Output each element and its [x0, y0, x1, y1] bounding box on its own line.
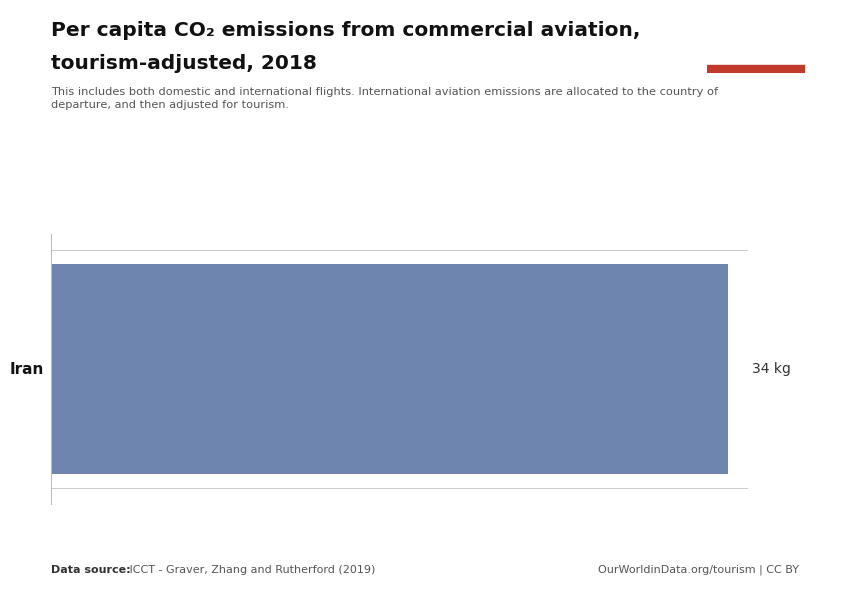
- Text: Iran: Iran: [9, 361, 44, 377]
- Text: This includes both domestic and international flights. International aviation em: This includes both domestic and internat…: [51, 87, 718, 110]
- Text: Our World: Our World: [724, 22, 788, 32]
- Bar: [51, 263, 728, 474]
- Text: in Data: in Data: [734, 42, 779, 52]
- Text: Per capita CO₂ emissions from commercial aviation,: Per capita CO₂ emissions from commercial…: [51, 21, 640, 40]
- Text: ICCT - Graver, Zhang and Rutherford (2019): ICCT - Graver, Zhang and Rutherford (201…: [126, 565, 375, 575]
- Text: OurWorldinData.org/tourism | CC BY: OurWorldinData.org/tourism | CC BY: [598, 564, 799, 575]
- Text: tourism-adjusted, 2018: tourism-adjusted, 2018: [51, 54, 317, 73]
- Text: 34 kg: 34 kg: [752, 362, 791, 376]
- Text: Data source:: Data source:: [51, 565, 131, 575]
- Bar: [707, 65, 805, 73]
